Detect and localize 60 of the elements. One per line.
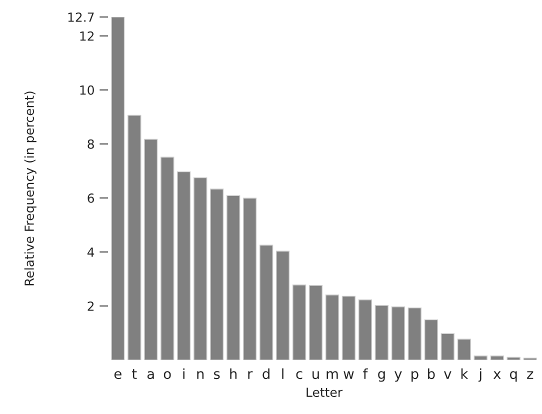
y-tick-label: 10: [80, 85, 94, 95]
bar: [325, 294, 340, 360]
bar: [342, 296, 356, 360]
bar: [242, 198, 257, 360]
y-tick-label: 6: [88, 193, 94, 203]
bar: [128, 114, 142, 360]
x-tick-label: u: [312, 371, 319, 380]
x-tick-label: y: [394, 371, 402, 382]
bar: [440, 333, 455, 360]
bar: [506, 356, 520, 360]
x-tick-label: g: [378, 371, 385, 382]
x-tick-label: l: [282, 368, 284, 379]
x-tick-label: q: [510, 371, 517, 382]
x-tick-label: x: [493, 371, 501, 379]
x-tick-label: b: [428, 368, 435, 380]
x-tick-label: z: [527, 371, 534, 379]
bar: [391, 306, 406, 360]
x-tick-label: v: [444, 371, 452, 379]
x-tick-label: m: [326, 371, 338, 379]
bar: [490, 356, 504, 360]
bar: [193, 177, 208, 360]
bar: [424, 319, 438, 360]
y-tick-label: 12.7: [68, 12, 94, 22]
bar: [144, 138, 158, 360]
bar: [292, 284, 306, 360]
bar: [374, 305, 389, 360]
x-tick-label: p: [412, 371, 418, 382]
y-axis-title: Relative Frequency (in percent): [24, 92, 36, 286]
x-tick-label: i: [183, 368, 184, 379]
x-tick-label: c: [296, 371, 302, 380]
bar: [259, 244, 274, 360]
bar: [276, 250, 290, 360]
x-tick-label: f: [363, 368, 368, 379]
bar: [457, 338, 472, 360]
x-tick-label: n: [197, 371, 204, 379]
x-tick-label: j: [478, 368, 482, 382]
bar: [226, 195, 240, 360]
x-tick-label: w: [344, 371, 354, 379]
x-tick-label: e: [114, 371, 122, 380]
x-tick-label: r: [248, 371, 253, 379]
x-axis-title: Letter: [306, 388, 343, 398]
bar: [358, 299, 372, 360]
y-tick-label: 2: [88, 301, 94, 311]
x-tick-label: s: [214, 371, 220, 380]
y-tick-label: 12: [80, 31, 94, 41]
bar: [308, 285, 323, 360]
bar: [111, 17, 125, 360]
x-tick-label: o: [164, 371, 171, 380]
bar: [474, 356, 488, 360]
bar: [176, 171, 191, 360]
x-tick-label: a: [147, 371, 154, 380]
x-tick-label: d: [262, 368, 270, 380]
bar: [160, 156, 174, 360]
y-tick-label: 8: [88, 139, 94, 149]
bar: [408, 307, 422, 360]
x-tick-label: k: [461, 368, 468, 379]
x-tick-label: t: [132, 369, 137, 379]
bar: [210, 188, 224, 360]
x-tick-label: h: [230, 368, 237, 379]
y-tick-label: 4: [87, 248, 94, 257]
